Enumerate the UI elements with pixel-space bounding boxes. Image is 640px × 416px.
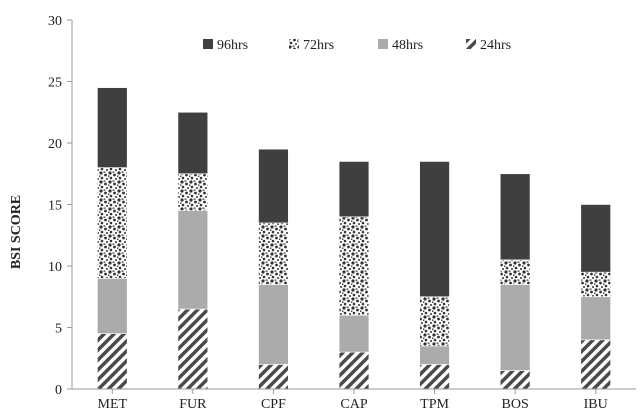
bar-segment-bos-24hrs — [499, 370, 531, 390]
y-tick-label: 0 — [55, 383, 62, 398]
bar-segment-cpf-48hrs — [258, 284, 289, 365]
bar-segment-cpf-72hrs — [258, 222, 289, 285]
bar-segment-met-24hrs — [97, 333, 128, 390]
bar-segment-cpf-96hrs — [258, 148, 289, 224]
x-tick-label-fur: FUR — [179, 397, 207, 412]
y-tick-label: 15 — [48, 199, 62, 214]
x-tick-label-tpm: TPM — [420, 397, 449, 412]
legend-label-24hrs: 24hrs — [480, 38, 511, 53]
bar-segment-cap-48hrs — [338, 314, 370, 353]
legend-swatch-48hrs — [378, 39, 388, 49]
y-tick-label: 10 — [48, 260, 62, 275]
bar-segment-tpm-24hrs — [419, 364, 450, 390]
bar-segment-fur-96hrs — [177, 111, 209, 175]
bar-segment-cap-96hrs — [338, 161, 370, 218]
y-tick-label: 5 — [55, 322, 62, 337]
bar-segment-ibu-48hrs — [580, 296, 611, 341]
bar-segment-tpm-48hrs — [419, 345, 450, 365]
bar-segment-bos-96hrs — [499, 173, 531, 261]
bar-segment-fur-48hrs — [177, 210, 209, 310]
legend-swatch-96hrs — [203, 39, 213, 49]
bar-segment-ibu-24hrs — [580, 339, 611, 390]
legend-swatch-24hrs — [466, 39, 476, 49]
legend-swatch-72hrs — [289, 39, 299, 49]
y-tick-label: 20 — [48, 137, 62, 152]
y-tick-label: 30 — [48, 14, 62, 29]
x-tick-label-cap: CAP — [340, 397, 367, 412]
y-axis-title: BSI SCORE — [9, 195, 24, 269]
legend-label-96hrs: 96hrs — [217, 38, 248, 53]
bars — [97, 87, 611, 390]
bar-segment-tpm-96hrs — [419, 161, 450, 298]
x-tick-label-met: MET — [98, 397, 128, 412]
bar-segment-bos-72hrs — [499, 259, 531, 285]
bar-segment-ibu-96hrs — [580, 204, 611, 273]
bar-segment-tpm-72hrs — [419, 296, 450, 347]
x-tick-label-bos: BOS — [502, 397, 529, 412]
bar-segment-cpf-24hrs — [258, 364, 289, 390]
bar-segment-fur-24hrs — [177, 308, 209, 390]
x-tick-label-cpf: CPF — [261, 397, 286, 412]
bar-segment-bos-48hrs — [499, 284, 531, 371]
x-axis: MET FUR CPF CAP TPM BOS IBU — [72, 388, 636, 412]
bar-segment-ibu-72hrs — [580, 271, 611, 298]
legend-label-72hrs: 72hrs — [303, 38, 334, 53]
bar-segment-met-96hrs — [97, 87, 128, 168]
x-tick-label-ibu: IBU — [584, 397, 608, 412]
legend-label-48hrs: 48hrs — [392, 38, 423, 53]
y-axis: 0 5 10 15 20 25 30 — [48, 14, 73, 398]
y-tick-label: 25 — [48, 76, 62, 91]
bar-segment-met-72hrs — [97, 167, 128, 279]
legend: 96hrs 72hrs 48hrs 24hrs — [203, 38, 511, 53]
bar-segment-fur-72hrs — [177, 173, 209, 211]
bar-segment-cap-72hrs — [338, 216, 370, 316]
bar-segment-met-48hrs — [97, 277, 128, 334]
bar-segment-cap-24hrs — [338, 351, 370, 390]
